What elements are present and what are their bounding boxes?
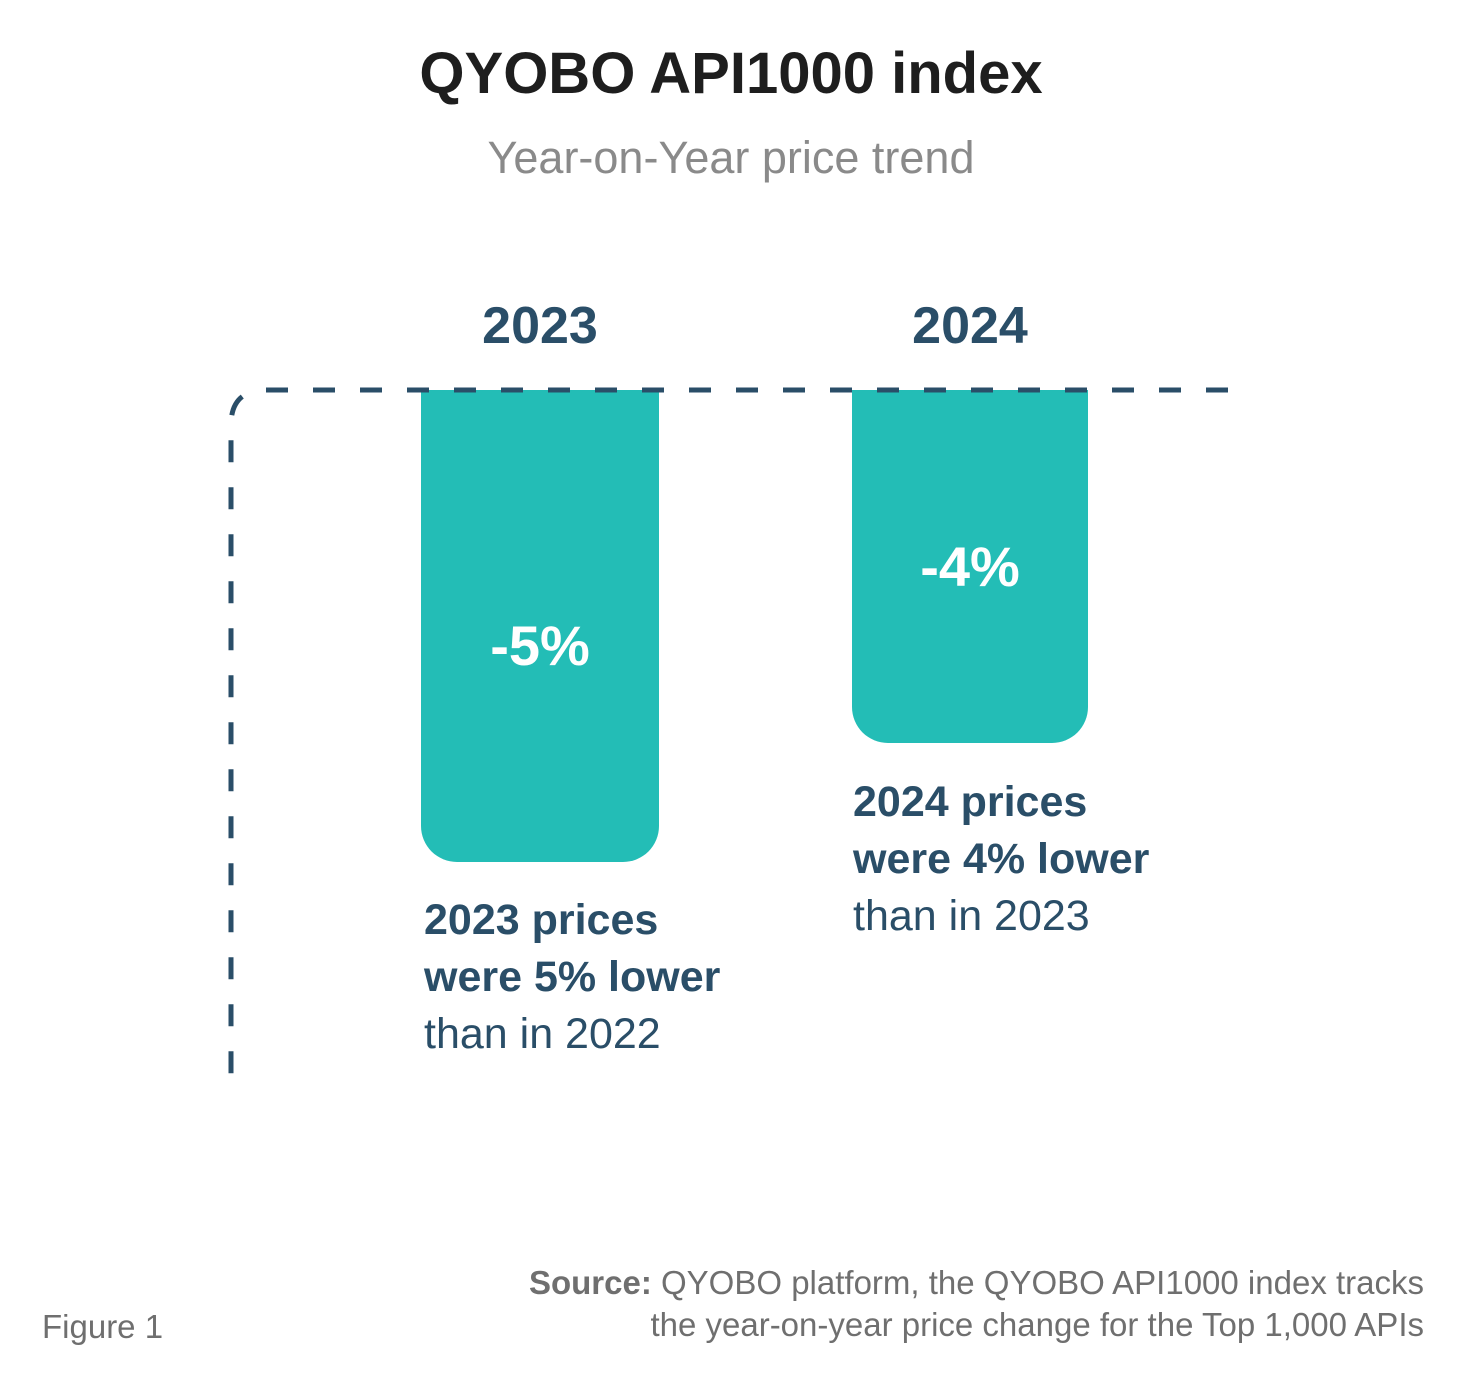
annotation-2023-line3: than in 2022 [424, 1010, 661, 1058]
source-line1-text: QYOBO platform, the QYOBO API1000 index … [651, 1264, 1424, 1301]
bar-2023-value-label: -5% [490, 613, 590, 677]
category-label-2023: 2023 [482, 297, 598, 355]
figure-label: Figure 1 [42, 1308, 164, 1345]
category-label-2024: 2024 [912, 297, 1028, 355]
chart-subtitle: Year-on-Year price trend [487, 132, 975, 183]
bar-2024: -4% [852, 390, 1088, 743]
source-line2: the year-on-year price change for the To… [650, 1306, 1424, 1343]
annotation-2023: 2023 prices were 5% lower than in 2022 [424, 892, 720, 1063]
annotation-2023-line2: were 5% lower [424, 953, 721, 1001]
annotation-2023-line1: 2023 prices [424, 896, 659, 944]
bar-2023: -5% [421, 390, 659, 862]
annotation-2024-line2: were 4% lower [853, 835, 1150, 883]
source-note: Source: QYOBO platform, the QYOBO API100… [529, 1262, 1424, 1346]
source-line1: Source: QYOBO platform, the QYOBO API100… [529, 1262, 1424, 1304]
annotation-2024-line3: than in 2023 [853, 892, 1090, 940]
annotation-2024-line1: 2024 prices [853, 778, 1088, 826]
source-label: Source: [528, 1264, 652, 1301]
bar-2024-value-label: -4% [920, 535, 1020, 598]
annotation-2024: 2024 prices were 4% lower than in 2023 [853, 774, 1149, 945]
chart-title: QYOBO API1000 index [419, 41, 1043, 106]
